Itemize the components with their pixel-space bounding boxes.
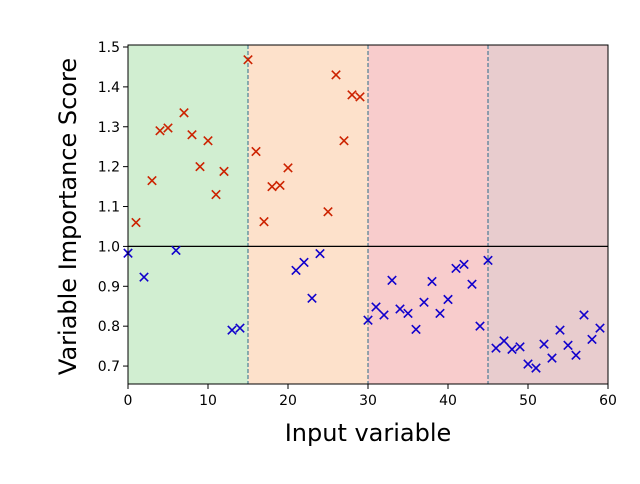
points-layer [123,54,605,373]
data-point-series-2-x47 [499,336,509,346]
data-point-series-2-x39 [435,308,445,319]
x-tick-label-60: 60 [599,393,617,409]
data-point-series-2-x38 [427,276,437,287]
data-point-series-2-x52 [539,339,549,349]
y-tick-label-1.4: 1.4 [98,80,120,96]
data-point-series-2-x45 [483,255,493,266]
data-point-series-2-x34 [395,304,405,314]
data-point-series-1-x9 [195,161,205,172]
data-point-series-1-x16 [251,146,261,157]
data-point-series-2-x33 [387,275,397,286]
data-point-series-2-x21 [291,265,301,276]
y-tick-label-1.5: 1.5 [98,40,120,56]
data-point-series-2-x23 [307,293,317,304]
data-point-series-2-x51 [531,363,541,373]
data-point-series-2-x59 [595,323,605,333]
regions-layer [128,45,608,384]
data-point-series-2-x57 [579,310,589,320]
region-band-2 [248,45,368,384]
data-point-series-1-x4 [155,125,165,136]
data-point-series-1-x1 [131,217,141,228]
y-tick-label-0.7: 0.7 [98,359,120,375]
data-point-series-2-x24 [315,248,325,259]
data-point-series-1-x3 [147,175,157,186]
data-point-series-1-x25 [323,206,333,217]
data-point-series-2-x44 [475,321,485,331]
x-tick-label-30: 30 [359,393,377,409]
y-tick-label-1.3: 1.3 [98,120,120,136]
data-point-series-2-x43 [467,279,477,290]
y-tick-label-0.9: 0.9 [98,279,120,295]
data-point-series-2-x31 [371,302,381,312]
data-point-series-2-x22 [299,257,309,268]
data-point-series-2-x30 [363,315,373,325]
data-point-series-1-x12 [219,166,229,177]
y-tick-label-1.1: 1.1 [98,200,120,216]
dividers-layer [247,45,489,384]
data-point-series-1-x19 [275,180,285,191]
data-point-series-2-x37 [419,297,429,308]
data-point-series-1-x8 [187,129,197,140]
data-point-series-1-x11 [211,189,221,200]
data-point-series-2-x13 [227,325,237,335]
data-point-series-1-x29 [355,92,365,102]
data-point-series-1-x18 [267,181,277,192]
data-point-series-2-x32 [379,310,389,320]
data-point-series-2-x49 [515,342,525,352]
x-tick-label-50: 50 [519,393,537,409]
data-point-series-1-x7 [179,108,189,118]
data-point-series-2-x40 [443,294,453,305]
data-point-series-2-x46 [491,343,501,353]
data-point-series-2-x58 [587,334,597,345]
data-point-series-1-x5 [163,123,173,133]
data-point-series-1-x20 [283,163,293,173]
data-point-series-2-x48 [507,344,517,355]
y-tick-label-1: 1.0 [98,239,120,255]
data-point-series-2-x41 [451,263,461,274]
x-tick-label-0: 0 [124,393,133,409]
data-point-series-1-x26 [331,70,341,80]
data-point-series-2-x42 [459,259,469,270]
y-tick-label-1.2: 1.2 [98,160,120,176]
x-tick-label-10: 10 [199,393,217,409]
y-axis: 0.7 0.8 0.9 1.0 1.1 1.2 1.3 1.4 1.5 [98,40,128,375]
data-point-series-2-x56 [571,350,581,361]
data-point-series-2-x53 [547,353,557,363]
region-band-1 [128,45,248,384]
x-tick-label-20: 20 [279,393,297,409]
region-band-3 [368,45,488,384]
x-tick-label-40: 40 [439,393,457,409]
data-point-series-1-x27 [339,135,349,146]
data-point-series-1-x17 [259,216,269,227]
x-axis-title: Input variable [285,419,452,447]
data-point-series-2-x2 [139,272,149,282]
data-point-series-2-x54 [555,325,565,335]
data-point-series-2-x55 [563,340,573,351]
data-point-series-1-x28 [347,90,357,100]
region-band-4 [488,45,608,384]
y-axis-title: Variable Importance Score [54,58,82,375]
data-point-series-2-x6 [171,245,181,256]
data-point-series-2-x36 [411,324,421,335]
data-point-series-2-x35 [403,308,413,319]
data-point-series-2-x50 [523,359,533,369]
x-axis: 0 10 20 30 40 50 60 [124,384,617,409]
y-tick-label-0.8: 0.8 [98,319,120,335]
data-point-series-1-x15 [243,54,253,65]
data-point-series-1-x10 [203,135,213,146]
data-point-series-2-x14 [235,323,245,333]
